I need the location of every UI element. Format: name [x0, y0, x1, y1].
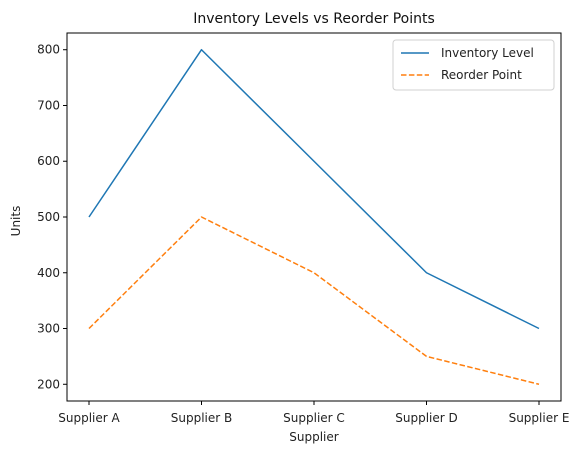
y-tick-label-600: 600 [37, 154, 60, 168]
legend-label-inventory-level: Inventory Level [441, 46, 534, 60]
y-tick-label-400: 400 [37, 266, 60, 280]
x-tick-label-supplier-b: Supplier B [171, 411, 233, 425]
legend-label-reorder-point: Reorder Point [441, 68, 522, 82]
x-tick-label-supplier-d: Supplier D [395, 411, 458, 425]
y-tick-label-200: 200 [37, 377, 60, 391]
x-tick-label-supplier-a: Supplier A [58, 411, 120, 425]
x-axis-label: Supplier [289, 430, 339, 444]
y-tick-label-800: 800 [37, 43, 60, 57]
y-tick-label-500: 500 [37, 210, 60, 224]
chart-title: Inventory Levels vs Reorder Points [193, 11, 435, 27]
legend: Inventory Level Reorder Point [392, 39, 555, 91]
series-line-inventory-level [88, 48, 540, 330]
x-tick-label-supplier-e: Supplier E [509, 411, 570, 425]
legend-box [392, 39, 555, 91]
x-tick-label-supplier-c: Supplier C [283, 411, 345, 425]
y-tick-label-700: 700 [37, 98, 60, 112]
y-axis-label: Units [9, 206, 23, 237]
series-line-reorder-point [88, 216, 540, 386]
plot-area: 200 300 400 500 600 700 800 Supplier A Supplier … [37, 32, 570, 425]
y-tick-label-300: 300 [37, 322, 60, 336]
